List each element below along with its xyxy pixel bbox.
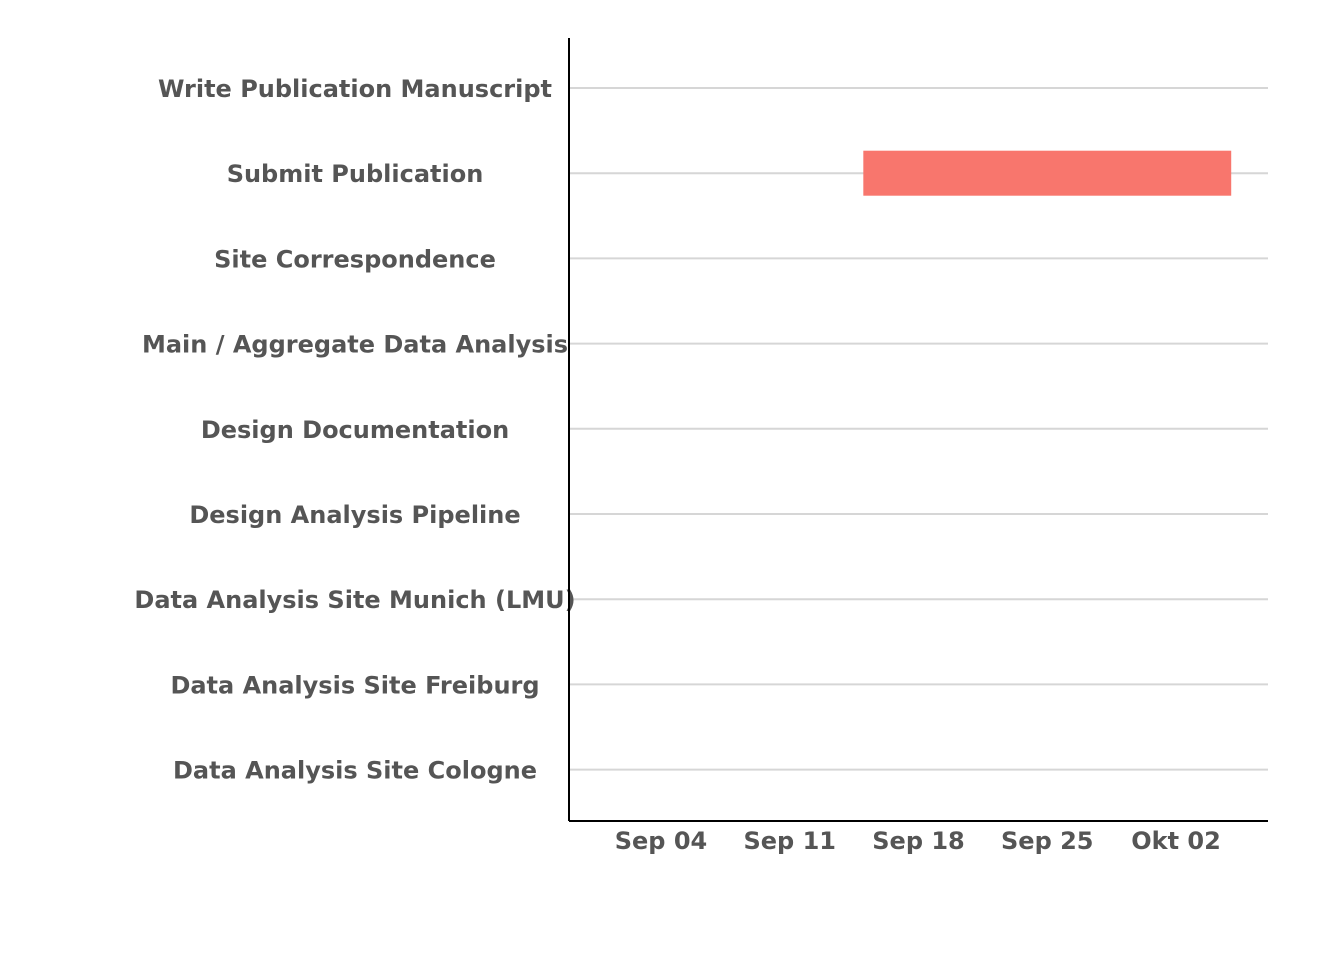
grid-lines [569,87,1268,771]
x-tick-label: Sep 25 [1001,827,1094,855]
category-label: Data Analysis Site Munich (LMU) [134,586,575,614]
category-label: Write Publication Manuscript [158,75,552,103]
category-label: Design Analysis Pipeline [189,501,520,529]
category-label: Submit Publication [227,160,484,188]
category-labels: Write Publication Manuscript Submit Publi… [134,75,575,785]
task-bar [863,150,1232,196]
category-label: Data Analysis Site Cologne [173,757,537,785]
category-label: Data Analysis Site Freiburg [170,671,539,699]
category-label: Design Documentation [201,416,509,444]
x-tick-labels: Sep 04 Sep 11 Sep 18 Sep 25 Okt 02 [615,827,1221,855]
category-label: Main / Aggregate Data Analysis [142,331,568,359]
x-tick-label: Okt 02 [1131,827,1221,855]
x-tick-label: Sep 18 [872,827,965,855]
category-label: Site Correspondence [214,245,496,273]
x-tick-label: Sep 11 [743,827,836,855]
task-bars [863,150,1232,196]
x-tick-label: Sep 04 [615,827,708,855]
